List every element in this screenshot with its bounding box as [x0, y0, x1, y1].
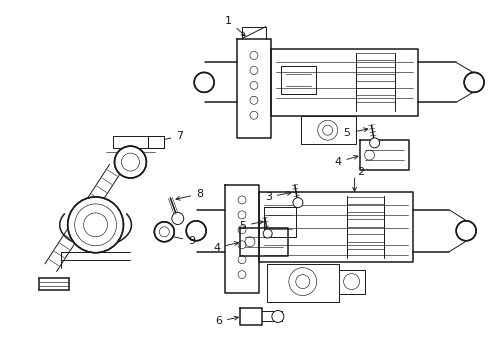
- Text: 2: 2: [357, 167, 364, 177]
- Circle shape: [114, 146, 146, 178]
- Text: 4: 4: [334, 156, 357, 167]
- Text: 7: 7: [156, 131, 183, 143]
- Text: 1: 1: [224, 15, 244, 36]
- Text: 5: 5: [239, 220, 263, 231]
- Circle shape: [194, 72, 214, 92]
- Circle shape: [186, 221, 206, 241]
- Text: 3: 3: [264, 192, 290, 202]
- Circle shape: [455, 221, 475, 241]
- Circle shape: [271, 310, 283, 323]
- Circle shape: [263, 229, 272, 238]
- Bar: [148, 136, 164, 148]
- Text: 6: 6: [215, 316, 238, 327]
- Circle shape: [292, 198, 302, 208]
- Bar: [148, 136, 164, 148]
- Circle shape: [67, 197, 123, 253]
- Text: 5: 5: [343, 128, 367, 138]
- Circle shape: [463, 72, 483, 92]
- Text: 4: 4: [213, 242, 238, 253]
- Circle shape: [171, 212, 183, 225]
- Text: 9: 9: [168, 234, 195, 246]
- Circle shape: [369, 138, 379, 148]
- Text: 8: 8: [176, 189, 203, 200]
- Circle shape: [154, 222, 174, 242]
